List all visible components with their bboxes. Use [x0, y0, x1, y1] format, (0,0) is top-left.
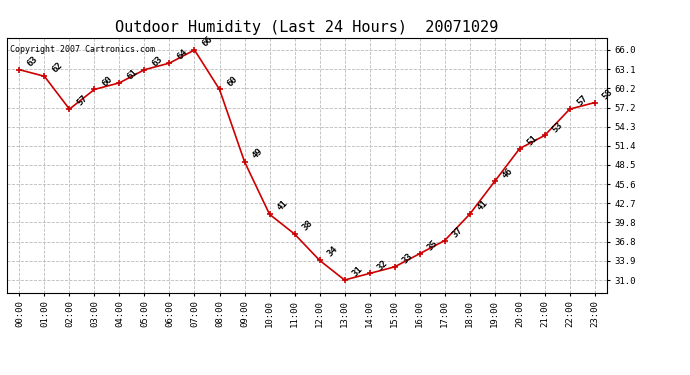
- Text: 41: 41: [275, 199, 289, 213]
- Text: 66: 66: [200, 34, 214, 49]
- Text: 35: 35: [425, 238, 439, 252]
- Text: 34: 34: [325, 245, 339, 259]
- Text: 60: 60: [100, 74, 114, 88]
- Text: 58: 58: [600, 87, 614, 101]
- Text: 41: 41: [475, 199, 489, 213]
- Text: 51: 51: [525, 133, 539, 147]
- Text: 63: 63: [150, 54, 164, 68]
- Text: 49: 49: [250, 146, 264, 160]
- Text: 60: 60: [225, 74, 239, 88]
- Text: 38: 38: [300, 219, 314, 232]
- Text: 57: 57: [575, 94, 589, 108]
- Text: 37: 37: [450, 225, 464, 239]
- Title: Outdoor Humidity (Last 24 Hours)  20071029: Outdoor Humidity (Last 24 Hours) 2007102…: [115, 20, 499, 35]
- Text: Copyright 2007 Cartronics.com: Copyright 2007 Cartronics.com: [10, 45, 155, 54]
- Text: 53: 53: [550, 120, 564, 134]
- Text: 31: 31: [350, 265, 364, 279]
- Text: 32: 32: [375, 258, 389, 272]
- Text: 62: 62: [50, 61, 64, 75]
- Text: 63: 63: [25, 54, 39, 68]
- Text: 61: 61: [125, 68, 139, 81]
- Text: 46: 46: [500, 166, 514, 180]
- Text: 64: 64: [175, 48, 189, 62]
- Text: 33: 33: [400, 252, 414, 266]
- Text: 57: 57: [75, 94, 89, 108]
